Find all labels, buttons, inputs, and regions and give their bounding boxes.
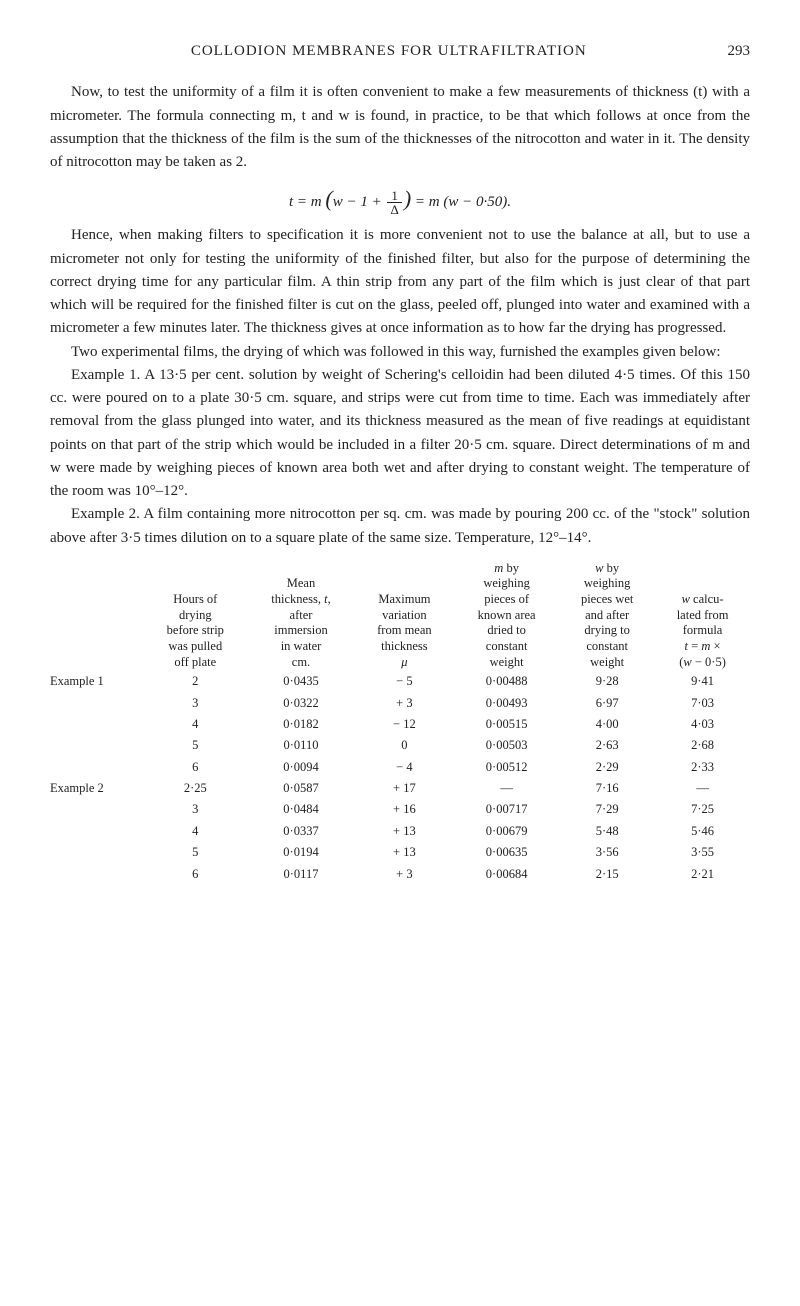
data-cell: 0·00515: [454, 714, 559, 735]
data-cell: + 3: [355, 864, 454, 885]
data-cell: 4·03: [655, 714, 750, 735]
data-cell: 7·25: [655, 799, 750, 820]
data-cell: 2: [143, 671, 247, 692]
data-cell: 0·0194: [247, 842, 354, 863]
table-row: 60·0094− 40·005122·292·33: [50, 757, 750, 778]
col-var: Maximumvariationfrom meanthicknessμ: [355, 560, 454, 671]
row-label-cell: [50, 757, 143, 778]
data-cell: 0·00684: [454, 864, 559, 885]
data-cell: 3: [143, 693, 247, 714]
data-cell: 0·00717: [454, 799, 559, 820]
data-cell: 0·00493: [454, 693, 559, 714]
data-cell: 0·00512: [454, 757, 559, 778]
data-cell: 3·56: [559, 842, 655, 863]
row-label-cell: [50, 714, 143, 735]
running-header: COLLODION MEMBRANES FOR ULTRAFILTRATION …: [50, 40, 750, 63]
data-cell: 0·0337: [247, 821, 354, 842]
data-cell: 0·0094: [247, 757, 354, 778]
row-label-cell: Example 2: [50, 778, 143, 799]
col-thick: Meanthickness, t,afterimmersionin waterc…: [247, 560, 354, 671]
data-cell: 2·25: [143, 778, 247, 799]
table-row: Example 22·250·0587+ 17—7·16—: [50, 778, 750, 799]
data-cell: 0·0587: [247, 778, 354, 799]
col-label: [50, 560, 143, 671]
table-row: 40·0182− 120·005154·004·03: [50, 714, 750, 735]
table-row: Example 120·0435− 50·004889·289·41: [50, 671, 750, 692]
data-cell: 0·00679: [454, 821, 559, 842]
row-label-cell: [50, 799, 143, 820]
page-number: 293: [728, 40, 751, 63]
data-cell: 0: [355, 735, 454, 756]
data-cell: 0·0435: [247, 671, 354, 692]
data-cell: 6: [143, 864, 247, 885]
col-w: w byweighingpieces wetand afterdrying to…: [559, 560, 655, 671]
col-hours: Hours ofdryingbefore stripwas pulledoff …: [143, 560, 247, 671]
data-cell: 3·55: [655, 842, 750, 863]
table-row: 50·0194+ 130·006353·563·55: [50, 842, 750, 863]
table-row: 60·0117+ 30·006842·152·21: [50, 864, 750, 885]
data-cell: 5·46: [655, 821, 750, 842]
data-cell: —: [454, 778, 559, 799]
data-table: Hours ofdryingbefore stripwas pulledoff …: [50, 560, 750, 885]
data-cell: 2·29: [559, 757, 655, 778]
table-row: 30·0322+ 30·004936·977·03: [50, 693, 750, 714]
header-title: COLLODION MEMBRANES FOR ULTRAFILTRATION: [191, 43, 587, 59]
data-cell: + 13: [355, 842, 454, 863]
data-cell: + 13: [355, 821, 454, 842]
data-cell: − 4: [355, 757, 454, 778]
data-cell: 4: [143, 714, 247, 735]
col-m: m byweighingpieces ofknown areadried toc…: [454, 560, 559, 671]
data-cell: + 16: [355, 799, 454, 820]
paragraph-5: Example 2. A film containing more nitroc…: [50, 503, 750, 550]
data-cell: 7·16: [559, 778, 655, 799]
data-cell: 0·0484: [247, 799, 354, 820]
row-label-cell: [50, 735, 143, 756]
row-label-cell: Example 1: [50, 671, 143, 692]
data-cell: 2·68: [655, 735, 750, 756]
table-body: Example 120·0435− 50·004889·289·4130·032…: [50, 671, 750, 885]
data-cell: 4: [143, 821, 247, 842]
data-cell: 0·00488: [454, 671, 559, 692]
data-cell: 9·28: [559, 671, 655, 692]
paragraph-4: Example 1. A 13·5 per cent. solution by …: [50, 364, 750, 504]
data-cell: 3: [143, 799, 247, 820]
data-cell: + 17: [355, 778, 454, 799]
data-cell: 2·21: [655, 864, 750, 885]
data-cell: − 12: [355, 714, 454, 735]
paragraph-2: Hence, when making filters to specificat…: [50, 224, 750, 340]
data-cell: 0·00635: [454, 842, 559, 863]
row-label-cell: [50, 693, 143, 714]
data-cell: 2·63: [559, 735, 655, 756]
data-cell: 9·41: [655, 671, 750, 692]
table-header-row: Hours ofdryingbefore stripwas pulledoff …: [50, 560, 750, 671]
data-cell: 2·15: [559, 864, 655, 885]
data-cell: + 3: [355, 693, 454, 714]
data-cell: 0·0322: [247, 693, 354, 714]
data-cell: 5·48: [559, 821, 655, 842]
data-cell: − 5: [355, 671, 454, 692]
row-label-cell: [50, 821, 143, 842]
data-cell: 7·29: [559, 799, 655, 820]
data-cell: 0·00503: [454, 735, 559, 756]
formula: t = m (w − 1 + 1Δ) = m (w − 0·50).: [50, 182, 750, 216]
row-label-cell: [50, 864, 143, 885]
data-cell: 5: [143, 842, 247, 863]
table-row: 50·011000·005032·632·68: [50, 735, 750, 756]
data-cell: 6: [143, 757, 247, 778]
data-cell: 6·97: [559, 693, 655, 714]
data-cell: 0·0182: [247, 714, 354, 735]
data-cell: 0·0117: [247, 864, 354, 885]
table-row: 40·0337+ 130·006795·485·46: [50, 821, 750, 842]
data-cell: 4·00: [559, 714, 655, 735]
col-wcalc: w calcu-lated fromformulat = m ×(w − 0·5…: [655, 560, 750, 671]
data-cell: 2·33: [655, 757, 750, 778]
data-cell: —: [655, 778, 750, 799]
data-cell: 5: [143, 735, 247, 756]
table-row: 30·0484+ 160·007177·297·25: [50, 799, 750, 820]
paragraph-1: Now, to test the uniformity of a film it…: [50, 81, 750, 174]
paragraph-3: Two experimental films, the drying of wh…: [50, 341, 750, 364]
row-label-cell: [50, 842, 143, 863]
data-cell: 0·0110: [247, 735, 354, 756]
data-cell: 7·03: [655, 693, 750, 714]
